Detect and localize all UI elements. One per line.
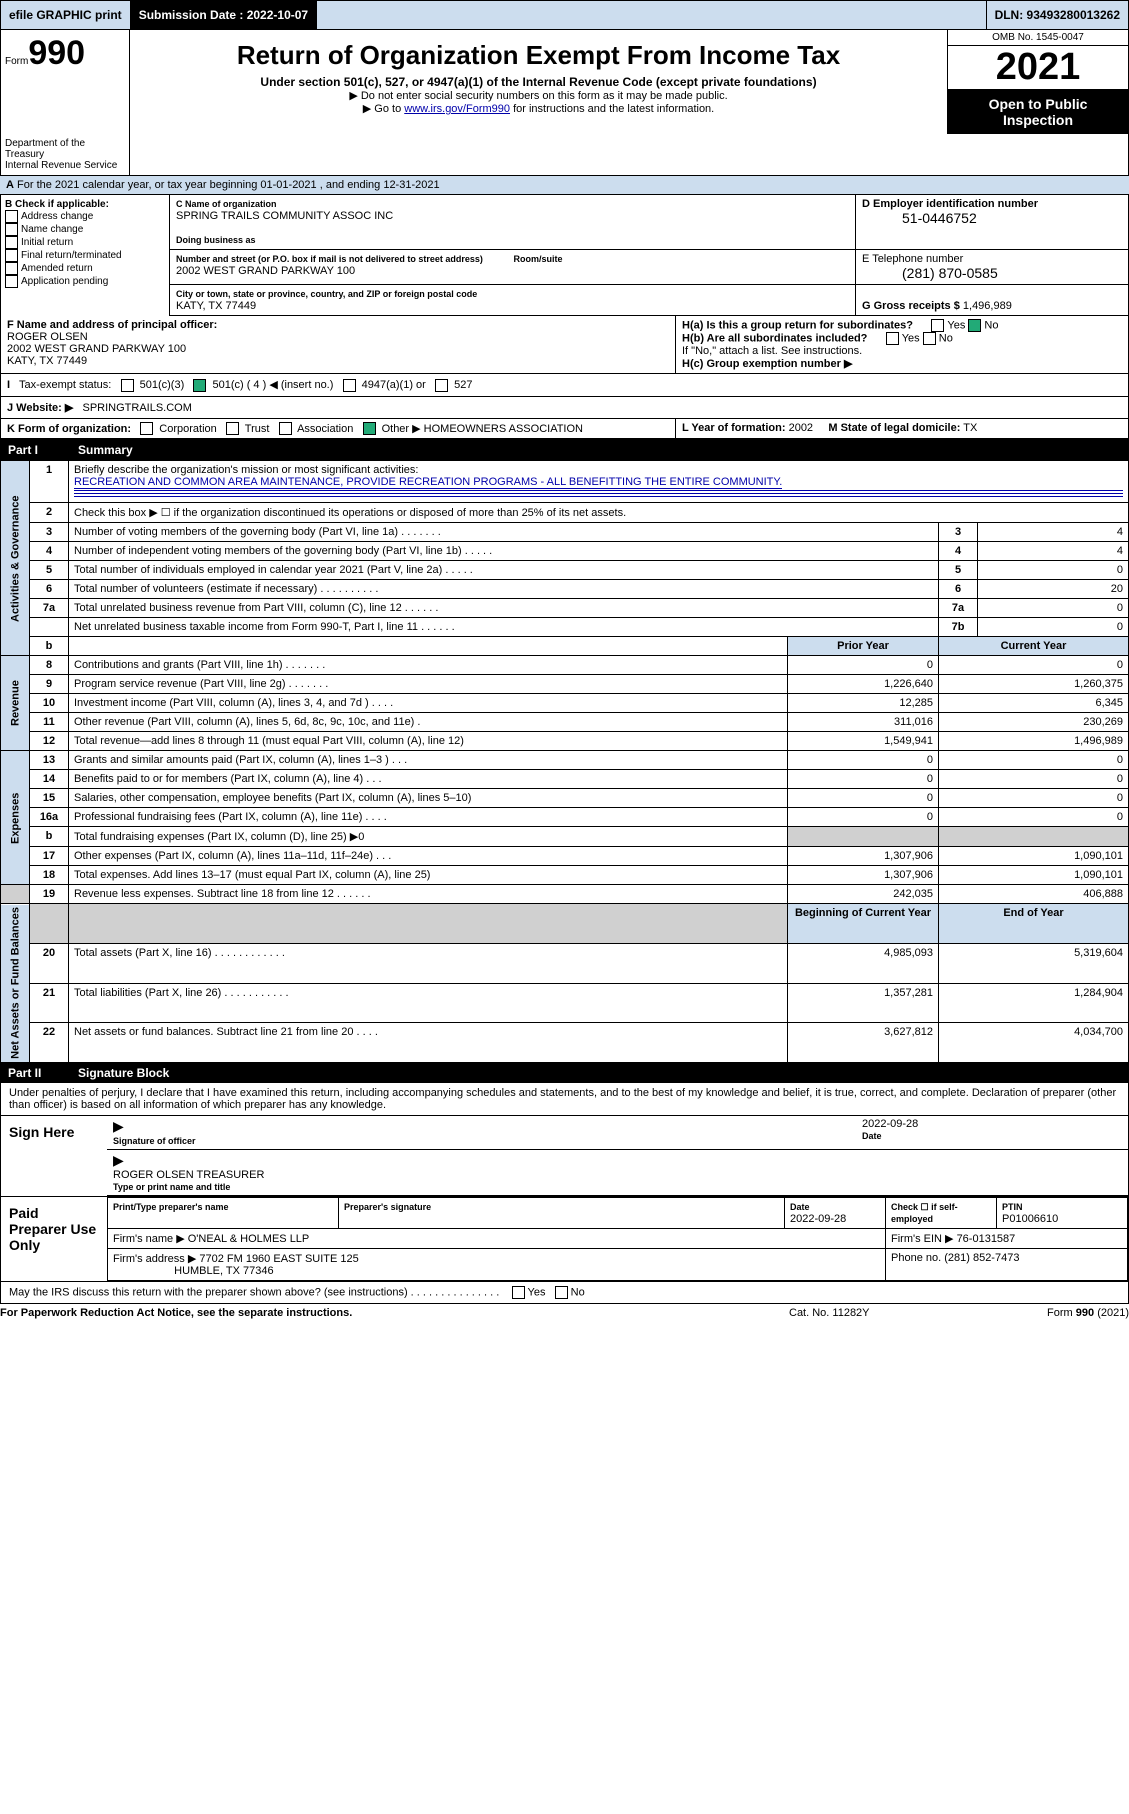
vtab-net: Net Assets or Fund Balances — [1, 904, 30, 1063]
form-subtitle: Under section 501(c), 527, or 4947(a)(1)… — [136, 75, 941, 89]
vtab-revenue: Revenue — [1, 656, 30, 751]
sign-here: Sign Here — [1, 1116, 107, 1196]
summary-table: Activities & Governance 1 Briefly descri… — [0, 460, 1129, 1063]
dln: DLN: 93493280013262 — [986, 1, 1128, 29]
signature-block: Under penalties of perjury, I declare th… — [0, 1083, 1129, 1304]
form-note2: ▶ Go to www.irs.gov/Form990 for instruct… — [136, 102, 941, 115]
irs-link[interactable]: www.irs.gov/Form990 — [404, 103, 510, 115]
dept-label: Department of the Treasury Internal Reve… — [1, 134, 130, 175]
top-bar: efile GRAPHIC print Submission Date : 20… — [0, 0, 1129, 30]
form-label: Form — [5, 56, 28, 67]
tax-year: 2021 — [948, 46, 1128, 90]
part2-header: Part II Signature Block — [0, 1063, 1129, 1083]
box-c-name: C Name of organization SPRING TRAILS COM… — [170, 195, 856, 250]
box-lm: L Year of formation: 2002 M State of leg… — [675, 419, 1128, 439]
form-header: Form990 Return of Organization Exempt Fr… — [0, 30, 1129, 134]
box-b: B Check if applicable: Address change Na… — [1, 195, 170, 316]
efile-label: efile GRAPHIC print — [1, 1, 131, 29]
submission-date: Submission Date : 2022-10-07 — [131, 1, 317, 29]
form-note1: ▶ Do not enter social security numbers o… — [136, 89, 941, 102]
paid-preparer: Paid Preparer Use Only — [1, 1197, 107, 1281]
form-title: Return of Organization Exempt From Incom… — [136, 40, 941, 71]
open-public: Open to Public Inspection — [948, 90, 1128, 134]
irs-discuss: May the IRS discuss this return with the… — [1, 1281, 1128, 1303]
box-k: K Form of organization: Corporation Trus… — [1, 419, 675, 439]
part1-header: Part I Summary — [0, 440, 1129, 460]
box-i: I Tax-exempt status: 501(c)(3) 501(c) ( … — [1, 374, 1128, 397]
box-d: D Employer identification number 51-0446… — [856, 195, 1128, 250]
box-h: H(a) Is this a group return for subordin… — [675, 316, 1128, 373]
box-g: G Gross receipts $ 1,496,989 — [856, 285, 1128, 316]
box-c-city: City or town, state or province, country… — [170, 285, 856, 316]
line-a: A For the 2021 calendar year, or tax yea… — [0, 176, 1129, 195]
box-f: F Name and address of principal officer:… — [1, 316, 675, 373]
vtab-governance: Activities & Governance — [1, 461, 30, 656]
box-e: E Telephone number (281) 870-0585 — [856, 250, 1128, 285]
penalties-text: Under penalties of perjury, I declare th… — [1, 1083, 1128, 1116]
dept-row: Department of the Treasury Internal Reve… — [0, 134, 1129, 176]
form-number: 990 — [28, 34, 85, 72]
box-c-addr: Number and street (or P.O. box if mail i… — [170, 250, 856, 285]
vtab-expenses: Expenses — [1, 751, 30, 885]
footer: For Paperwork Reduction Act Notice, see … — [0, 1304, 1129, 1322]
omb: OMB No. 1545-0047 — [948, 30, 1128, 46]
box-j: J Website: ▶ SPRINGTRAILS.COM — [1, 397, 1128, 419]
